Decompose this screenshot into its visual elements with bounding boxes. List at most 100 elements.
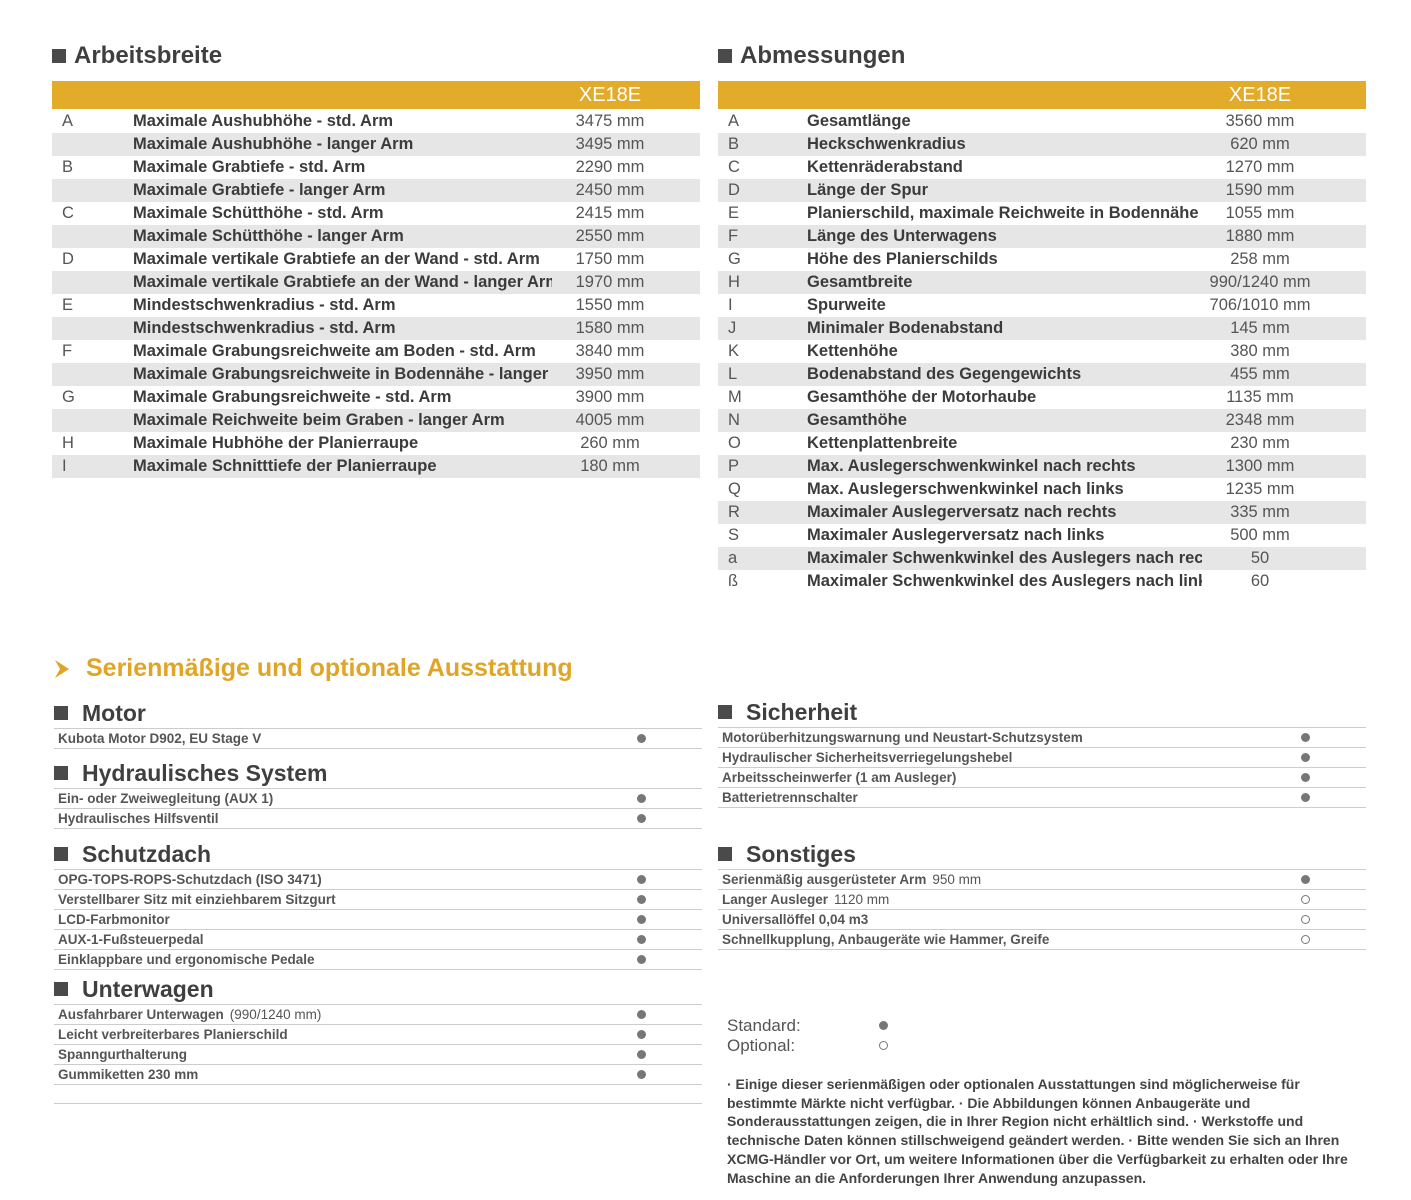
equipment-item: Arbeitsscheinwerfer (1 am Ausleger)	[718, 768, 1366, 788]
chevron-icon	[55, 659, 69, 678]
row-label: Maximale vertikale Grabtiefe an der Wand…	[133, 250, 540, 268]
row-value: 1550 mm	[575, 296, 645, 314]
row-value: 3495 mm	[575, 135, 645, 153]
row-letter: N	[728, 411, 740, 429]
equipment-group: Schutzdach OPG-TOPS-ROPS-Schutzdach (ISO …	[54, 839, 702, 970]
row-letter: D	[62, 250, 74, 268]
equipment-item: Serienmäßig ausgerüsteter Arm 950 mm	[718, 870, 1366, 890]
row-value: 60	[1250, 572, 1270, 590]
table-row: a Maximaler Schwenkwinkel des Auslegers n…	[718, 547, 1366, 570]
square-icon	[54, 847, 68, 861]
row-letter: E	[62, 296, 74, 314]
status-dot	[637, 794, 646, 803]
table-row: B Maximale Grabtiefe - std. Arm 2290 mm	[52, 156, 700, 179]
table-row: A Gesamtlänge 3560 mm	[718, 110, 1366, 133]
row-label: Maximale Grabungsreichweite am Boden - s…	[133, 342, 536, 360]
row-label: Maximale Grabungsreichweite - std. Arm	[133, 388, 452, 406]
row-label: Spurweite	[807, 296, 886, 314]
status-dot	[637, 1070, 646, 1079]
status-dot	[637, 875, 646, 884]
row-label: Gesamtlänge	[807, 112, 911, 130]
status-dot	[1301, 895, 1310, 904]
group-title: Schutzdach	[54, 839, 702, 870]
equipment-item: Hydraulisches Hilfsventil	[54, 809, 702, 829]
table-row: C Maximale Schütthöhe - std. Arm 2415 mm	[52, 202, 700, 225]
row-value: 706/1010 mm	[1209, 296, 1311, 314]
table-row: Maximale Grabtiefe - langer Arm 2450 mm	[52, 179, 700, 202]
row-value: 1880 mm	[1225, 227, 1295, 245]
row-letter: K	[728, 342, 740, 360]
row-letter: F	[728, 227, 739, 245]
status-dot	[637, 814, 646, 823]
equipment-title: Serienmäßige und optionale Ausstattung	[52, 654, 573, 683]
title-text: Abmessungen	[740, 42, 906, 69]
equipment-item: Hydraulischer Sicherheitsverriegelungshe…	[718, 748, 1366, 768]
item-text: Gummiketten 230 mm	[58, 1067, 199, 1082]
row-letter: B	[728, 135, 740, 153]
square-icon	[718, 49, 732, 63]
row-value: 2550 mm	[575, 227, 645, 245]
row-letter: S	[728, 526, 740, 544]
model-name: XE18E	[1228, 84, 1292, 106]
row-value: 3475 mm	[575, 112, 645, 130]
item-text: Leicht verbreiterbares Planierschild	[58, 1027, 288, 1042]
equipment-group: Hydraulisches System Ein- oder Zweiweglei…	[54, 758, 702, 829]
item-text: Ein- oder Zweiwegleitung (AUX 1)	[58, 791, 274, 806]
row-label: Maximale Schütthöhe - std. Arm	[133, 204, 384, 222]
row-value: 1970 mm	[575, 273, 645, 291]
row-label: Gesamthöhe der Motorhaube	[807, 388, 1037, 406]
table-row: D Maximale vertikale Grabtiefe an der Wan…	[52, 248, 700, 271]
status-dot	[1301, 733, 1310, 742]
row-letter: H	[728, 273, 740, 291]
group-title-text: Motor	[82, 699, 146, 726]
status-dot	[637, 895, 646, 904]
row-label: Planierschild, maximale Reichweite in Bo…	[807, 204, 1199, 222]
equipment-item: Verstellbarer Sitz mit einziehbarem Sitz…	[54, 890, 702, 910]
equipment-item: Ein- oder Zweiwegleitung (AUX 1)	[54, 789, 702, 809]
row-letter: B	[62, 158, 74, 176]
equipment-item: Gummiketten 230 mm	[54, 1065, 702, 1085]
square-icon	[52, 49, 66, 63]
row-value: 1135 mm	[1226, 388, 1294, 406]
table-row: I Maximale Schnitttiefe der Planierraupe 1…	[52, 455, 700, 478]
status-dot	[637, 915, 646, 924]
row-value: 1580 mm	[575, 319, 645, 337]
table-row: C Kettenräderabstand 1270 mm	[718, 156, 1366, 179]
item-text: Hydraulischer Sicherheitsverriegelungshe…	[722, 750, 1013, 765]
row-value: 1055 mm	[1225, 204, 1295, 222]
row-label: Mindestschwenkradius - std. Arm	[133, 319, 396, 337]
table-row: Maximale Schütthöhe - langer Arm 2550 mm	[52, 225, 700, 248]
table-row: G Maximale Grabungsreichweite - std. Arm 3…	[52, 386, 700, 409]
row-value: 230 mm	[1230, 434, 1290, 452]
row-letter: O	[728, 434, 741, 452]
row-letter: J	[728, 319, 737, 337]
equipment-item: OPG-TOPS-ROPS-Schutzdach (ISO 3471)	[54, 870, 702, 890]
equipment-item: Universallöffel 0,04 m3	[718, 910, 1366, 930]
equipment-title-text: Serienmäßige und optionale Ausstattung	[86, 654, 573, 682]
row-value: 990/1240 mm	[1209, 273, 1311, 291]
item-detail: 1120 mm	[834, 892, 890, 907]
row-label: Mindestschwenkradius - std. Arm	[133, 296, 396, 314]
square-icon	[54, 766, 68, 780]
row-letter: C	[62, 204, 74, 222]
table-row: Maximale Grabungsreichweite in Bodennähe…	[52, 363, 700, 386]
row-label: Max. Auslegerschwenkwinkel nach links	[807, 480, 1124, 498]
status-dot	[1301, 753, 1310, 762]
row-value: 455 mm	[1230, 365, 1290, 383]
row-value: 2290 mm	[575, 158, 645, 176]
row-label: Maximale Aushubhöhe - langer Arm	[133, 135, 414, 153]
legend-dot-optional	[879, 1041, 888, 1050]
row-label: Maximale Reichweite beim Graben - langer…	[133, 411, 505, 429]
equipment-group: Unterwagen Ausfahrbarer Unterwagen (990/12…	[54, 974, 702, 1085]
row-letter: A	[62, 112, 74, 130]
table-row: N Gesamthöhe 2348 mm	[718, 409, 1366, 432]
table-row: Maximale Reichweite beim Graben - langer…	[52, 409, 700, 432]
row-letter: M	[728, 388, 742, 406]
row-letter: D	[728, 181, 740, 199]
row-value: 1235 mm	[1225, 480, 1295, 498]
divider	[54, 1103, 702, 1104]
item-detail: 950 mm	[932, 872, 982, 887]
status-dot	[637, 955, 646, 964]
row-letter: F	[62, 342, 73, 360]
